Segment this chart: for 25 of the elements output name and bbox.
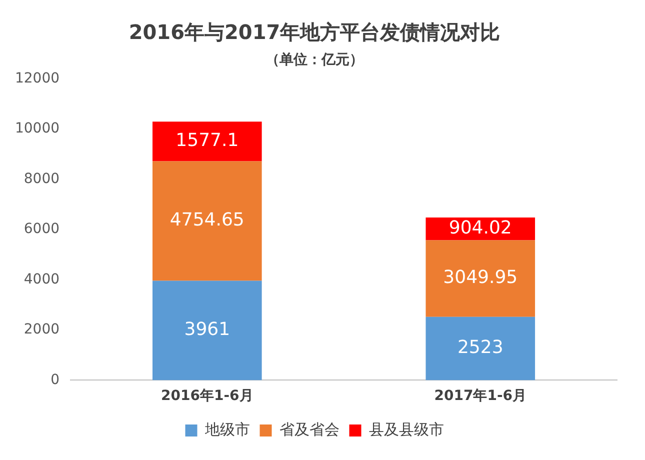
y-tick-label: 8000 bbox=[24, 170, 60, 187]
bar bbox=[152, 122, 262, 162]
y-tick-label: 0 bbox=[50, 372, 60, 388]
x-tick-label: 2017年1-6月 bbox=[434, 388, 527, 404]
y-tick-label: 4000 bbox=[24, 271, 60, 288]
bar bbox=[152, 280, 262, 380]
data-label: 4754.65 bbox=[170, 210, 244, 231]
bar bbox=[426, 316, 536, 380]
legend-label: 县及县级市 bbox=[368, 420, 444, 438]
chart-title: 2016年与2017年地方平台发债情况对比 bbox=[128, 20, 500, 44]
chart-subtitle: （单位：亿元） bbox=[266, 52, 364, 68]
x-tick-label: 2016年1-6月 bbox=[161, 388, 254, 404]
data-label: 3961 bbox=[184, 319, 230, 340]
legend-label: 省及省会 bbox=[279, 420, 340, 438]
y-tick-label: 10000 bbox=[14, 120, 60, 137]
y-tick-label: 12000 bbox=[14, 70, 60, 86]
y-tick-label: 6000 bbox=[24, 221, 60, 238]
legend-label: 地级市 bbox=[204, 420, 250, 438]
data-label: 3049.95 bbox=[443, 267, 518, 288]
data-label: 1577.1 bbox=[176, 130, 239, 152]
data-label: 904.02 bbox=[448, 218, 512, 239]
bar bbox=[426, 240, 536, 317]
data-label: 2523 bbox=[457, 337, 504, 358]
bar bbox=[152, 161, 262, 281]
y-tick-label: 2000 bbox=[24, 322, 60, 338]
